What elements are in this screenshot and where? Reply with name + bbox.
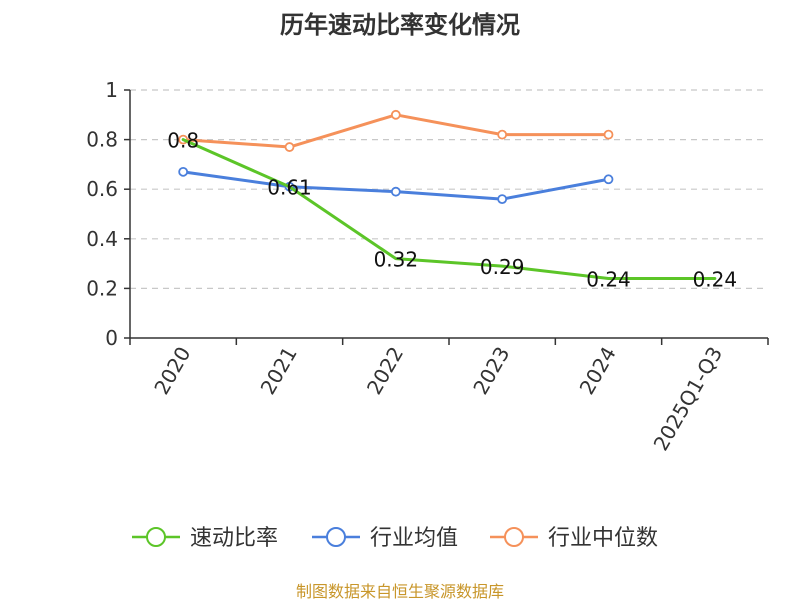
- legend-label-2: 行业中位数: [548, 526, 658, 551]
- data-label-2: 0.32: [374, 248, 419, 272]
- x-tick-label-1: 2021: [256, 343, 302, 399]
- series-2-point-2: [390, 109, 401, 120]
- legend-label-1: 行业均值: [370, 526, 458, 551]
- series-2-point-3: [497, 129, 508, 140]
- data-labels: 0.8 0.61 0.32 0.29 0.24 0.24: [167, 129, 737, 292]
- series-1-point-0: [178, 166, 189, 177]
- legend-item-0[interactable]: 速动比率: [132, 526, 278, 551]
- legend-label-0: 速动比率: [190, 526, 278, 551]
- legend-item-2[interactable]: 行业中位数: [490, 526, 658, 551]
- x-tick-label-5: 2025Q1-Q3: [648, 343, 727, 455]
- x-tick-label-2: 2022: [362, 343, 408, 399]
- x-tick-label-3: 2023: [468, 342, 514, 398]
- series-lines: [178, 109, 717, 280]
- legend-marker-0: [146, 527, 166, 547]
- y-tick-label-2: 0.4: [86, 227, 118, 251]
- y-tick-label-1: 0.2: [86, 276, 118, 300]
- x-tick-label-4: 2024: [575, 343, 621, 399]
- legend-marker-2: [504, 527, 524, 547]
- series-2-point-4: [603, 129, 614, 140]
- data-label-5: 0.24: [693, 267, 738, 291]
- series-line-0: [181, 138, 717, 280]
- data-label-4: 0.24: [586, 267, 631, 291]
- legend[interactable]: 速动比率 行业均值 行业中位数: [132, 526, 658, 551]
- legend-marker-1: [326, 527, 346, 547]
- y-tick-label-3: 0.6: [86, 177, 118, 201]
- y-tick-label-4: 0.8: [86, 128, 118, 152]
- series-2-point-1: [284, 142, 295, 152]
- data-label-1: 0.61: [267, 176, 312, 200]
- series-1-point-4: [603, 174, 614, 185]
- source-note: 制图数据来自恒生聚源数据库: [296, 582, 504, 600]
- data-label-3: 0.29: [480, 255, 525, 279]
- y-tick-label-0: 0: [105, 326, 118, 350]
- x-tick-label-0: 2020: [149, 343, 195, 399]
- series-1-point-2: [390, 186, 401, 197]
- series-1-point-3: [497, 194, 508, 205]
- chart-title: 历年速动比率变化情况: [280, 11, 520, 39]
- y-tick-label-5: 1: [105, 78, 118, 102]
- grid-lines: [130, 89, 768, 289]
- legend-item-1[interactable]: 行业均值: [312, 526, 458, 551]
- data-label-0: 0.8: [167, 129, 199, 153]
